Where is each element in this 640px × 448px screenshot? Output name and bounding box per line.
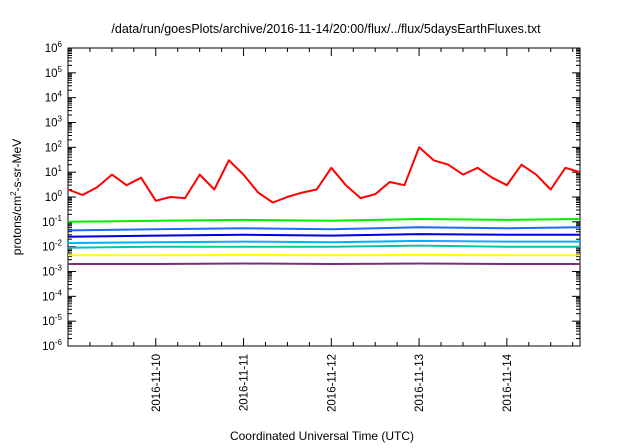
x-tick-label: 2016-11-11 bbox=[239, 354, 251, 411]
y-tick-label: 103 bbox=[45, 115, 63, 130]
x-axis-label: Coordinated Universal Time (UTC) bbox=[230, 429, 414, 443]
x-tick-label: 2016-11-14 bbox=[502, 353, 514, 412]
x-tick-label: 2016-11-13 bbox=[414, 354, 426, 412]
y-tick-label: 104 bbox=[45, 90, 63, 105]
y-tick-label: 100 bbox=[45, 189, 63, 204]
y-tick-exp: -4 bbox=[55, 288, 63, 297]
y-tick-base: 10 bbox=[45, 118, 58, 130]
y-tick-label: 10-5 bbox=[42, 313, 62, 328]
y-tick-exp: -5 bbox=[55, 313, 63, 322]
y-tick-label: 10-4 bbox=[42, 288, 62, 303]
y-tick-exp: -6 bbox=[55, 338, 63, 347]
y-tick-base: 10 bbox=[45, 192, 58, 204]
y-tick-base: 10 bbox=[45, 68, 58, 80]
y-axis: 10-610-510-410-310-210-11001011021031041… bbox=[42, 40, 580, 353]
y-tick-exp: 6 bbox=[58, 40, 63, 49]
series-line bbox=[67, 226, 581, 232]
y-tick-label: 102 bbox=[45, 139, 63, 154]
y-tick-base: 10 bbox=[45, 93, 58, 105]
series-line bbox=[67, 233, 580, 238]
y-tick-exp: -3 bbox=[55, 264, 63, 273]
series-line bbox=[67, 218, 581, 223]
y-tick-exp: 1 bbox=[58, 164, 63, 173]
y-axis-label-sup: 2 bbox=[9, 191, 18, 196]
series-layer bbox=[67, 146, 581, 265]
y-tick-label: 10-1 bbox=[42, 214, 62, 229]
y-tick-exp: 0 bbox=[58, 189, 63, 198]
y-tick-base: 10 bbox=[45, 167, 58, 179]
y-tick-base: 10 bbox=[42, 242, 55, 254]
y-tick-label: 101 bbox=[45, 164, 63, 179]
y-tick-base: 10 bbox=[42, 291, 55, 303]
series-line bbox=[67, 239, 580, 244]
series-line bbox=[67, 146, 581, 204]
y-tick-label: 105 bbox=[45, 65, 63, 80]
x-tick-label: 2016-11-10 bbox=[151, 354, 163, 412]
y-tick-base: 10 bbox=[42, 341, 55, 353]
y-tick-label: 10-6 bbox=[42, 338, 62, 353]
y-tick-exp: -2 bbox=[55, 239, 63, 248]
y-axis-label-prefix: protons/cm bbox=[10, 196, 24, 255]
y-tick-label: 106 bbox=[45, 40, 63, 55]
plot-frame bbox=[67, 47, 581, 347]
y-tick-base: 10 bbox=[45, 142, 58, 154]
series-line bbox=[67, 244, 580, 249]
chart-title: /data/run/goesPlots/archive/2016-11-14/2… bbox=[111, 22, 541, 36]
y-tick-base: 10 bbox=[45, 43, 58, 55]
x-axis: 2016-11-10 2016-11-11 2016-11-12 2016-11-13… bbox=[89, 48, 574, 412]
y-tick-exp: 3 bbox=[58, 115, 63, 124]
series-line bbox=[68, 262, 580, 265]
x-tick-label: 2016-11-12 bbox=[326, 354, 338, 412]
y-tick-base: 10 bbox=[42, 217, 55, 229]
y-tick-base: 10 bbox=[42, 316, 55, 328]
y-tick-label: 10-3 bbox=[42, 264, 62, 279]
y-tick-exp: 4 bbox=[58, 90, 63, 99]
y-tick-label: 10-2 bbox=[42, 239, 62, 254]
y-tick-exp: -1 bbox=[55, 214, 63, 223]
y-tick-exp: 2 bbox=[58, 139, 63, 148]
y-tick-exp: 5 bbox=[58, 65, 63, 74]
y-tick-base: 10 bbox=[42, 267, 55, 279]
y-axis-label-suffix: -s-sr-MeV bbox=[10, 139, 24, 192]
y-axis-label: protons/cm2-s-sr-MeV bbox=[9, 139, 24, 255]
